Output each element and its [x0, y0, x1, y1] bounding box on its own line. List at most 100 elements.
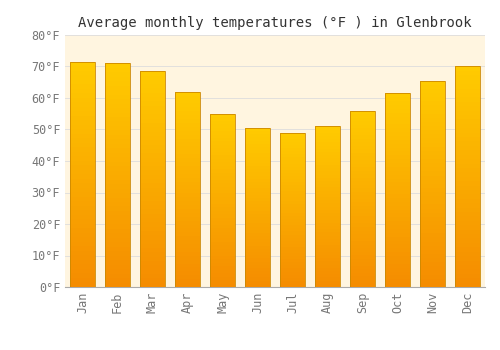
Bar [385, 237, 410, 240]
Bar [315, 274, 340, 277]
Bar [175, 107, 200, 111]
Bar [140, 231, 165, 235]
Bar [350, 262, 375, 266]
Bar [385, 248, 410, 252]
Bar [70, 278, 95, 282]
Bar [70, 246, 95, 251]
Bar [245, 163, 270, 166]
Bar [315, 146, 340, 149]
Bar [385, 175, 410, 178]
Bar [70, 219, 95, 224]
Bar [70, 125, 95, 130]
Bar [140, 209, 165, 214]
Bar [105, 265, 130, 269]
Bar [175, 150, 200, 154]
Bar [350, 227, 375, 231]
Bar [210, 183, 235, 187]
Bar [280, 219, 305, 222]
Bar [175, 178, 200, 182]
Bar [280, 231, 305, 235]
Bar [175, 193, 200, 197]
Bar [280, 154, 305, 158]
Bar [245, 268, 270, 271]
Bar [420, 167, 445, 172]
Bar [420, 85, 445, 89]
Bar [140, 205, 165, 209]
Bar [175, 189, 200, 193]
Bar [105, 193, 130, 197]
Bar [315, 191, 340, 194]
Bar [140, 153, 165, 158]
Bar [175, 96, 200, 99]
Bar [105, 171, 130, 175]
Bar [385, 268, 410, 272]
Bar [280, 228, 305, 231]
Bar [420, 229, 445, 233]
Bar [280, 281, 305, 284]
Bar [280, 238, 305, 241]
Bar [105, 108, 130, 113]
Bar [175, 186, 200, 189]
Bar [245, 188, 270, 191]
Bar [175, 92, 200, 96]
Bar [70, 102, 95, 107]
Bar [350, 224, 375, 227]
Bar [385, 275, 410, 279]
Bar [455, 97, 480, 102]
Bar [70, 179, 95, 183]
Bar [105, 197, 130, 202]
Bar [140, 162, 165, 166]
Bar [210, 204, 235, 207]
Bar [175, 174, 200, 178]
Bar [175, 170, 200, 174]
Bar [385, 182, 410, 186]
Bar [315, 258, 340, 261]
Bar [315, 175, 340, 178]
Bar [350, 252, 375, 255]
Bar [385, 101, 410, 105]
Bar [350, 111, 375, 114]
Bar [280, 275, 305, 278]
Bar [350, 234, 375, 238]
Bar [455, 238, 480, 243]
Bar [140, 71, 165, 287]
Bar [245, 201, 270, 204]
Bar [280, 284, 305, 287]
Bar [385, 260, 410, 264]
Bar [315, 165, 340, 168]
Bar [245, 255, 270, 258]
Bar [175, 220, 200, 224]
Bar [385, 128, 410, 132]
Bar [350, 245, 375, 248]
Bar [315, 229, 340, 232]
Bar [140, 261, 165, 265]
Bar [280, 201, 305, 204]
Bar [385, 264, 410, 268]
Bar [350, 132, 375, 135]
Bar [140, 97, 165, 101]
Bar [70, 233, 95, 237]
Bar [280, 241, 305, 244]
Bar [245, 271, 270, 274]
Bar [350, 178, 375, 181]
Bar [455, 230, 480, 234]
Bar [175, 142, 200, 146]
Bar [105, 121, 130, 126]
Bar [105, 94, 130, 99]
Bar [210, 270, 235, 273]
Bar [105, 63, 130, 287]
Bar [350, 199, 375, 202]
Bar [105, 139, 130, 144]
Bar [315, 126, 340, 130]
Bar [420, 258, 445, 262]
Bar [280, 225, 305, 228]
Bar [350, 125, 375, 128]
Bar [350, 270, 375, 273]
Bar [315, 226, 340, 229]
Bar [105, 175, 130, 180]
Bar [350, 213, 375, 216]
Bar [105, 77, 130, 81]
Bar [350, 206, 375, 209]
Bar [105, 113, 130, 117]
Bar [315, 200, 340, 203]
